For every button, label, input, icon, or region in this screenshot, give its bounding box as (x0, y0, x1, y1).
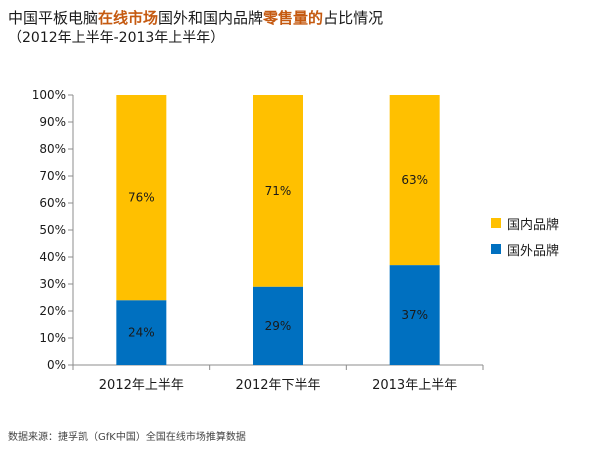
data-label-domestic: 76% (128, 191, 155, 205)
chart-subtitle: （2012年上半年-2013年上半年） (8, 30, 225, 46)
y-tick-label: 60% (39, 196, 66, 210)
bar-segment-foreign (389, 265, 440, 365)
title-part-5: 占比情况 (323, 9, 384, 27)
x-category-label: 2012年下半年 (235, 378, 320, 393)
data-label-foreign: 37% (401, 308, 428, 322)
y-tick-label: 20% (39, 304, 66, 318)
y-tick-label: 90% (39, 115, 66, 129)
bar-segment-domestic (253, 95, 303, 287)
chart-title: 中国平板电脑在线市场国外和国内品牌零售量的占比情况 (8, 8, 588, 28)
data-label-foreign: 24% (128, 326, 155, 340)
bar-segment-domestic (116, 95, 167, 301)
chart-title-block: 中国平板电脑在线市场国外和国内品牌零售量的占比情况 （2012年上半年-2013… (8, 8, 588, 48)
y-tick-label: 30% (39, 277, 66, 291)
data-label-domestic: 71% (265, 184, 292, 198)
data-source-note: 数据来源：捷孚凯（GfK中国）全国在线市场推算数据 (8, 432, 246, 443)
legend-item-foreign: 国外品牌 (491, 238, 559, 260)
x-category-label: 2012年上半年 (99, 378, 184, 393)
legend-label-domestic: 国内品牌 (507, 217, 560, 233)
bar-segment-foreign (116, 300, 167, 365)
y-tick-label: 70% (39, 169, 66, 183)
data-label-domestic: 63% (401, 173, 428, 187)
legend-item-domestic: 国内品牌 (491, 212, 559, 234)
legend-label-foreign: 国外品牌 (507, 243, 560, 259)
bar-segment-foreign (253, 286, 303, 365)
title-highlight-online-market: 在线市场 (98, 9, 159, 27)
data-label-foreign: 29% (265, 319, 292, 333)
bar-segment-domestic (389, 95, 440, 266)
title-part-3: 国外和国内品牌 (158, 9, 264, 27)
y-tick-label: 100% (32, 88, 66, 102)
y-tick-label: 80% (39, 142, 66, 156)
title-highlight-retail-volume: 零售量的 (263, 9, 324, 27)
title-part-1: 中国平板电脑 (8, 9, 99, 27)
legend: 国内品牌 国外品牌 (491, 212, 559, 264)
y-tick-label: 50% (39, 223, 66, 237)
legend-swatch-foreign (491, 244, 501, 254)
y-tick-label: 10% (39, 331, 66, 345)
x-category-label: 2013年上半年 (372, 378, 457, 393)
y-tick-label: 40% (39, 250, 66, 264)
y-tick-label: 0% (47, 358, 66, 372)
legend-swatch-domestic (491, 218, 501, 228)
